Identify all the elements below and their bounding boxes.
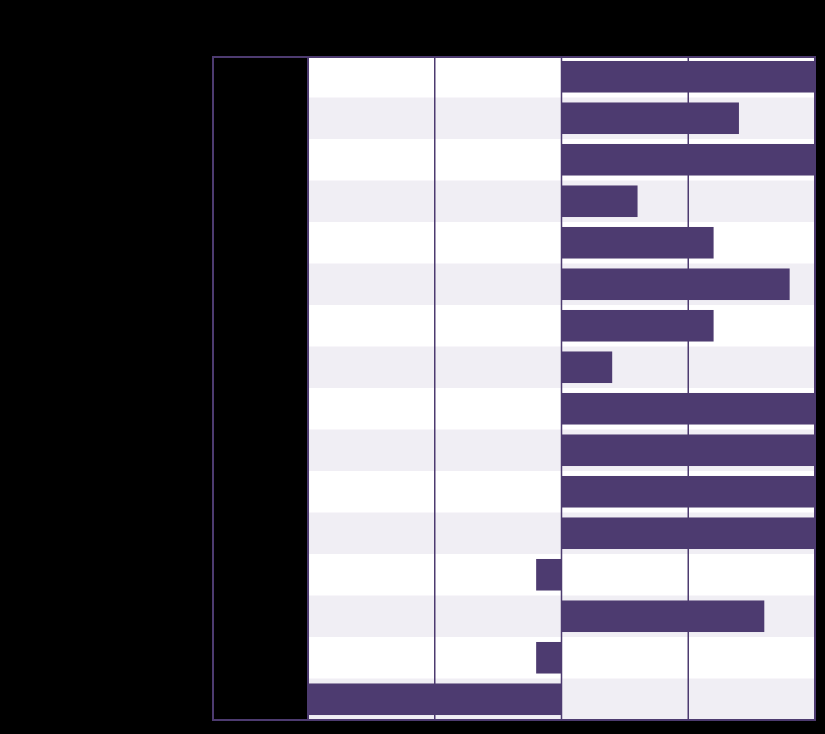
bar [561, 434, 815, 467]
bar [561, 143, 815, 176]
bar [561, 60, 815, 93]
label-panel [212, 56, 308, 720]
plot-frame [212, 56, 816, 721]
bar [561, 600, 765, 633]
bar [561, 517, 815, 550]
bar [561, 185, 638, 218]
bar [561, 102, 739, 135]
bar [561, 268, 790, 301]
bar [536, 641, 562, 674]
bar [561, 392, 815, 425]
bar [536, 558, 562, 591]
bar [561, 226, 714, 259]
bar [561, 309, 714, 342]
bar [308, 683, 562, 716]
bar [561, 351, 613, 384]
bar [561, 475, 815, 508]
